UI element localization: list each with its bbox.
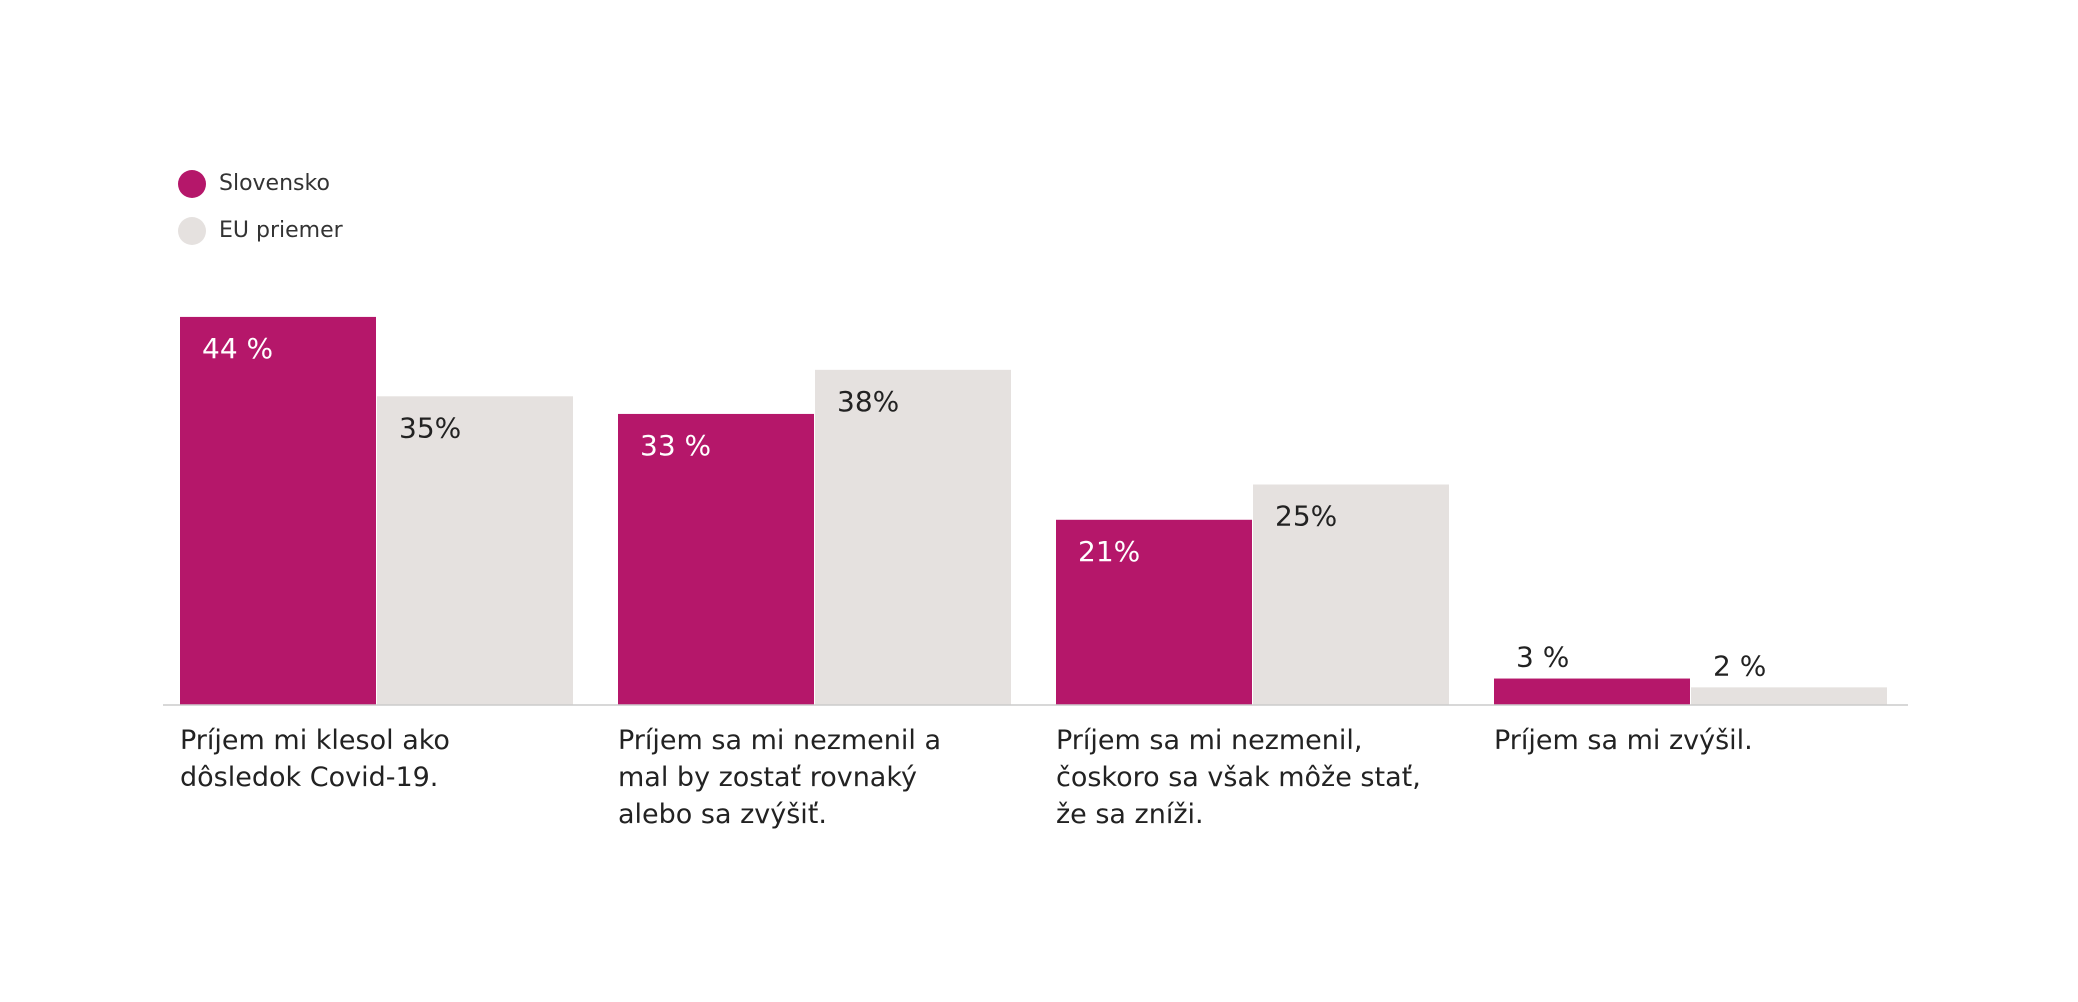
data-label: 38% bbox=[837, 385, 899, 418]
category-label: Príjem mi klesol ako dôsledok Covid-19. bbox=[180, 725, 450, 793]
bar bbox=[377, 396, 573, 705]
legend-label: EU priemer bbox=[219, 218, 344, 243]
bar bbox=[1494, 678, 1690, 705]
data-label: 25% bbox=[1275, 500, 1337, 533]
bar bbox=[618, 413, 814, 705]
bar bbox=[1253, 484, 1449, 705]
data-label: 35% bbox=[399, 411, 461, 444]
legend-marker bbox=[178, 170, 206, 198]
data-label: 21% bbox=[1078, 535, 1140, 568]
bar bbox=[815, 369, 1011, 705]
legend-label: Slovensko bbox=[219, 171, 330, 196]
data-label: 3 % bbox=[1516, 641, 1569, 674]
category-label: Príjem sa mi nezmenil, čoskoro sa však m… bbox=[1056, 725, 1421, 830]
bar bbox=[1056, 519, 1252, 705]
data-label: 2 % bbox=[1713, 649, 1766, 682]
bar bbox=[1691, 687, 1887, 705]
data-label: 33 % bbox=[640, 429, 711, 462]
bar bbox=[180, 316, 376, 705]
category-label: Príjem sa mi zvýšil. bbox=[1494, 725, 1753, 756]
legend-marker bbox=[178, 217, 206, 245]
data-label: 44 % bbox=[202, 332, 273, 365]
category-label: Príjem sa mi nezmenil a mal by zostať ro… bbox=[618, 725, 942, 830]
